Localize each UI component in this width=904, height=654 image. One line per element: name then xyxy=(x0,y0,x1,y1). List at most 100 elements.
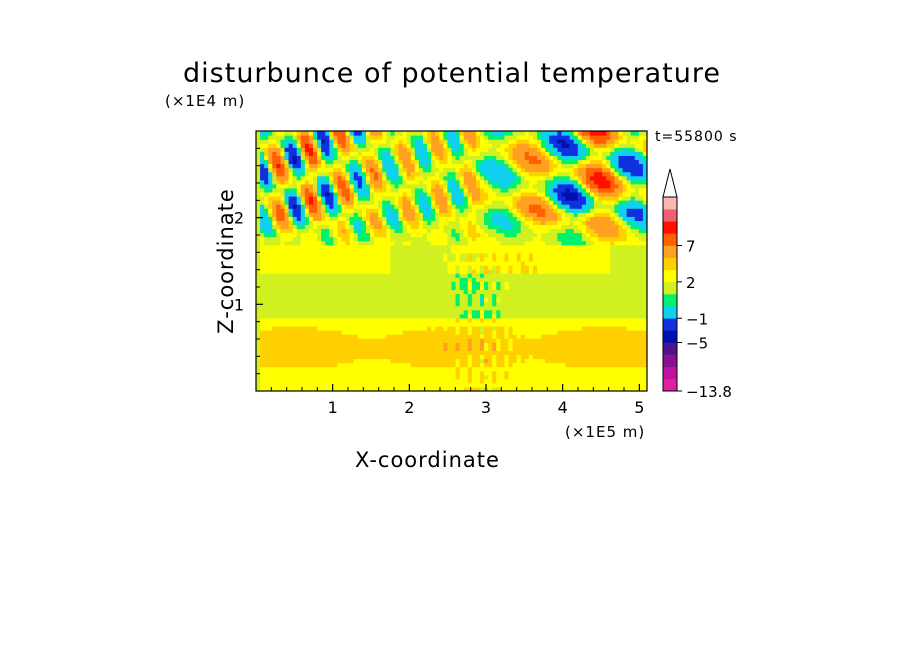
field-cell xyxy=(553,240,558,246)
field-cell xyxy=(488,293,493,299)
field-cell xyxy=(549,342,554,347)
field-cell xyxy=(308,151,314,156)
field-cell xyxy=(557,269,563,274)
field-cell xyxy=(276,224,282,230)
field-cell xyxy=(370,346,375,351)
field-cell xyxy=(329,265,334,270)
field-cell xyxy=(276,305,282,311)
field-cell xyxy=(357,313,363,319)
field-cell xyxy=(296,350,302,356)
field-cell xyxy=(422,362,428,368)
field-cell xyxy=(349,191,355,197)
field-cell xyxy=(402,216,408,221)
field-cell xyxy=(528,293,534,299)
field-cell xyxy=(475,334,481,339)
field-cell xyxy=(553,139,558,144)
field-cell xyxy=(268,362,273,368)
field-cell xyxy=(382,289,387,295)
chart-title: disturbunce of potential temperature xyxy=(183,58,721,89)
field-cell xyxy=(317,261,322,266)
field-cell xyxy=(308,208,314,213)
field-cell xyxy=(337,252,343,258)
field-cell xyxy=(549,191,554,197)
field-cell xyxy=(256,338,261,343)
field-cell xyxy=(341,382,347,388)
field-cell xyxy=(463,240,469,246)
field-cell xyxy=(317,277,322,282)
field-cell xyxy=(435,175,440,181)
field-cell xyxy=(394,277,400,282)
field-cell xyxy=(361,196,367,201)
field-cell xyxy=(288,163,294,169)
field-cell xyxy=(414,313,420,319)
field-cell xyxy=(484,338,489,343)
field-cell xyxy=(272,265,277,270)
field-cell xyxy=(414,386,420,391)
field-cell xyxy=(508,358,514,364)
field-cell xyxy=(524,342,530,347)
field-cell xyxy=(304,386,310,391)
field-cell xyxy=(333,326,339,331)
field-cell xyxy=(304,224,310,230)
field-cell xyxy=(545,378,550,384)
field-cell xyxy=(292,236,298,242)
field-cell xyxy=(386,289,391,295)
field-cell xyxy=(516,175,522,181)
field-cell xyxy=(313,334,318,339)
field-cell xyxy=(378,378,383,384)
field-cell xyxy=(545,139,550,144)
field-cell xyxy=(390,362,396,368)
field-cell xyxy=(284,366,290,372)
field-cell xyxy=(492,330,497,335)
field-cell xyxy=(308,248,314,254)
field-cell xyxy=(496,374,501,380)
field-cell xyxy=(455,187,461,193)
field-cell xyxy=(475,281,481,286)
field-cell xyxy=(402,305,408,311)
field-cell xyxy=(317,163,322,169)
field-cell xyxy=(508,200,514,205)
field-cell xyxy=(427,293,432,299)
field-cell xyxy=(272,171,277,177)
field-cell xyxy=(374,261,379,266)
field-cell xyxy=(455,265,461,270)
field-cell xyxy=(500,386,506,391)
field-cell xyxy=(545,313,550,319)
field-cell xyxy=(414,155,420,161)
field-cell xyxy=(439,131,444,136)
field-cell xyxy=(496,151,501,156)
field-cell xyxy=(439,191,444,197)
field-cell xyxy=(447,143,453,148)
field-cell xyxy=(288,297,294,303)
field-cell xyxy=(353,374,359,380)
field-cell xyxy=(418,330,424,335)
field-cell xyxy=(422,256,428,262)
field-cell xyxy=(463,159,469,165)
field-cell xyxy=(532,228,538,234)
field-cell xyxy=(467,183,473,189)
field-cell xyxy=(313,374,318,380)
field-cell xyxy=(459,236,465,242)
field-cell xyxy=(528,374,534,380)
field-cell xyxy=(406,240,412,246)
field-cell xyxy=(443,261,449,266)
field-cell xyxy=(475,358,481,364)
field-cell xyxy=(500,334,506,339)
field-cell xyxy=(308,143,314,148)
field-cell xyxy=(459,277,465,282)
field-cell xyxy=(488,382,493,388)
field-cell xyxy=(488,378,493,384)
field-cell xyxy=(386,204,391,209)
field-cell xyxy=(349,151,355,156)
field-cell xyxy=(304,151,310,156)
field-cell xyxy=(528,261,534,266)
field-cell xyxy=(345,350,351,356)
field-cell xyxy=(504,256,510,262)
field-cell xyxy=(480,326,485,331)
field-cell xyxy=(451,135,457,140)
field-cell xyxy=(549,313,554,319)
field-cell xyxy=(341,191,347,197)
field-cell xyxy=(561,244,567,250)
field-cell xyxy=(361,232,367,238)
field-cell xyxy=(345,338,351,343)
